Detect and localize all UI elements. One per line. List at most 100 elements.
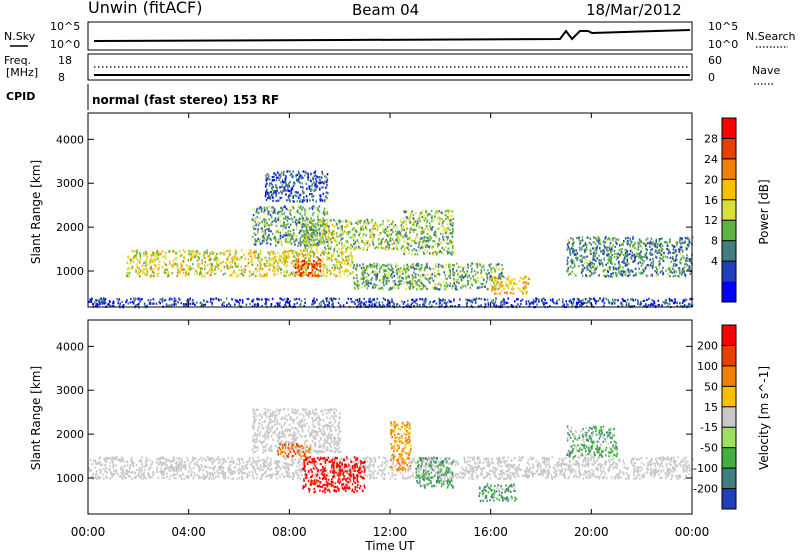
data-cell [360, 219, 362, 222]
data-cell [378, 234, 381, 237]
data-cell [355, 230, 358, 233]
data-cell [640, 244, 642, 248]
data-cell [347, 255, 349, 258]
data-cell [528, 277, 530, 281]
data-cell [296, 191, 299, 195]
data-cell [467, 266, 469, 269]
data-cell [638, 238, 641, 241]
data-cell [515, 283, 517, 286]
data-cell [398, 239, 401, 242]
data-cell [467, 282, 469, 285]
data-cell [315, 178, 317, 181]
data-cell [446, 277, 449, 280]
data-cell [632, 299, 635, 302]
data-cell [354, 235, 356, 238]
data-cell [416, 283, 419, 286]
data-cell [275, 194, 278, 198]
data-cell [572, 244, 574, 247]
data-cell [669, 275, 671, 278]
data-cell [300, 250, 303, 253]
data-cell [257, 257, 260, 260]
nsky-panel [87, 21, 693, 51]
data-cell [147, 299, 150, 302]
data-cell [289, 170, 291, 173]
data-cell [362, 274, 365, 277]
data-cell [182, 260, 185, 263]
data-cell [321, 237, 323, 240]
data-cell [225, 460, 227, 463]
data-cell [619, 244, 621, 247]
data-cell [224, 272, 226, 275]
data-cell [335, 258, 337, 261]
data-cell [492, 286, 494, 289]
data-cell [266, 260, 268, 263]
data-cell [113, 304, 115, 308]
data-cell [191, 299, 194, 303]
data-cell [358, 219, 360, 222]
data-cell [138, 297, 141, 300]
data-cell [156, 257, 159, 260]
data-cell [321, 233, 324, 236]
data-cell [577, 298, 580, 301]
data-cell [234, 271, 236, 274]
data-cell [358, 247, 360, 250]
data-cell [387, 299, 389, 302]
data-cell [662, 259, 665, 263]
data-cell [654, 250, 657, 253]
data-cell [611, 250, 613, 253]
data-cell [200, 273, 202, 276]
data-cell [164, 271, 167, 274]
data-cell [255, 268, 257, 271]
data-cell [318, 220, 321, 223]
data-cell [396, 272, 398, 275]
data-cell [505, 284, 508, 287]
data-cell [354, 288, 357, 291]
data-cell [502, 284, 505, 287]
data-cell [346, 263, 348, 266]
data-cell [679, 252, 682, 255]
data-cell [621, 274, 624, 277]
data-cell [375, 301, 378, 304]
data-cell [259, 250, 262, 253]
data-cell [257, 224, 260, 227]
data-cell [280, 196, 283, 199]
data-cell [343, 272, 346, 275]
data-cell [525, 300, 528, 303]
data-cell [615, 258, 618, 261]
data-cell [549, 298, 552, 302]
data-cell [629, 239, 631, 242]
data-cell [323, 253, 325, 256]
data-cell [629, 250, 632, 253]
data-cell [474, 280, 477, 283]
data-cell [270, 259, 273, 262]
data-cell [444, 231, 447, 234]
data-cell [411, 213, 414, 216]
data-cell [673, 269, 676, 272]
data-cell [146, 253, 148, 256]
data-cell [353, 233, 356, 236]
data-cell [391, 243, 393, 246]
data-cell [633, 253, 636, 256]
data-cell [337, 254, 340, 257]
data-cell [129, 467, 131, 470]
data-cell [298, 180, 300, 183]
data-cell [600, 250, 602, 253]
data-cell [279, 176, 281, 179]
data-cell [304, 170, 306, 173]
data-cell [503, 287, 505, 290]
data-cell [188, 470, 190, 473]
data-cell [333, 248, 336, 251]
data-cell [429, 268, 432, 271]
data-cell [326, 178, 329, 181]
data-cell [289, 173, 292, 177]
data-cell [313, 297, 315, 300]
data-cell [317, 269, 319, 272]
data-cell [405, 223, 407, 226]
data-cell [457, 272, 459, 275]
data-cell [403, 269, 405, 273]
data-cell [568, 241, 570, 244]
data-cell [397, 284, 399, 287]
data-cell [629, 273, 631, 276]
data-cell [186, 304, 189, 307]
